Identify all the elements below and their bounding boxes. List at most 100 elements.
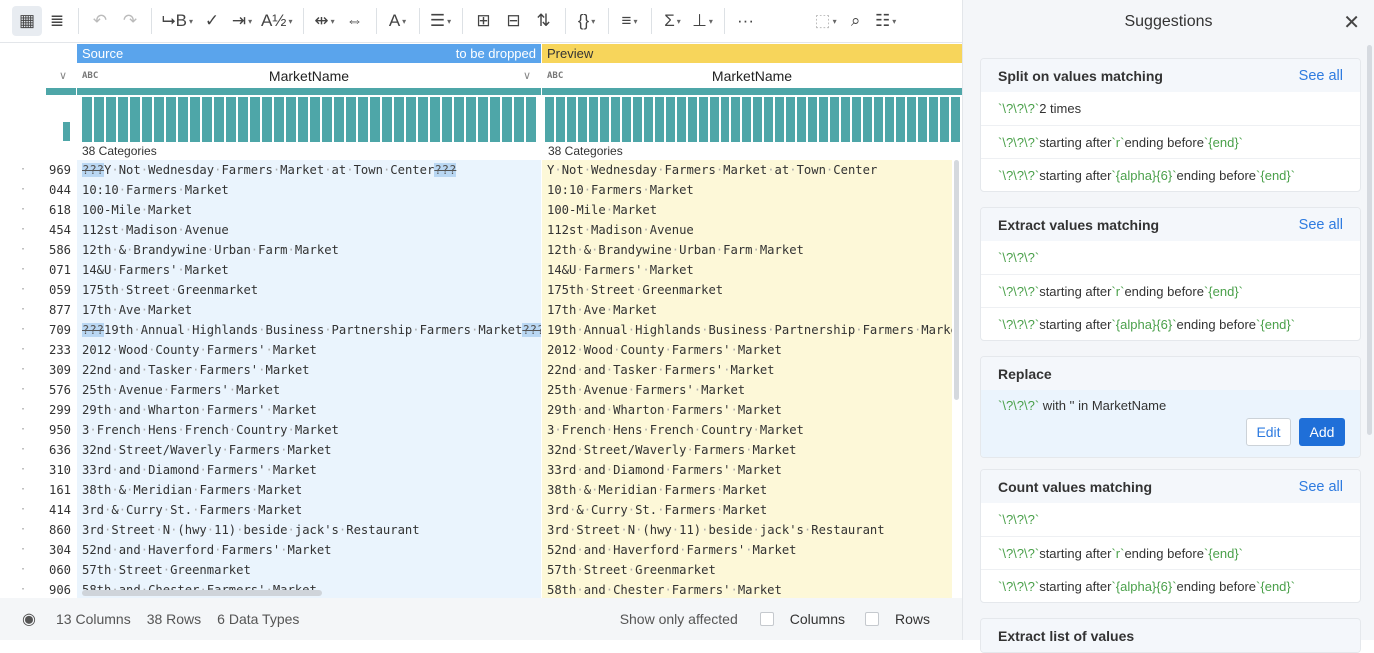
histogram-bar[interactable] (610, 97, 620, 142)
edit-button[interactable]: Edit (1246, 418, 1291, 446)
histogram-bar[interactable] (274, 97, 284, 142)
add-button[interactable]: Add (1299, 418, 1345, 446)
histogram-bar[interactable] (566, 97, 576, 142)
source-cell[interactable]: 29th·and·Wharton·Farmers'·Market (77, 400, 541, 421)
histogram-bar[interactable] (514, 97, 524, 142)
source-column-header[interactable]: ABC MarketName ∨ (77, 63, 541, 88)
source-cell[interactable]: 10:10·Farmers·Market (77, 180, 541, 201)
histogram-bar[interactable] (82, 97, 92, 142)
histogram-bar[interactable] (286, 97, 296, 142)
see-all-link[interactable]: See all (1298, 67, 1343, 84)
source-cell[interactable]: 22nd·and·Tasker·Farmers'·Market (77, 360, 541, 381)
histogram-bar[interactable] (322, 97, 332, 142)
histogram-bar[interactable] (370, 97, 380, 142)
source-cell[interactable]: 57th·Street·Greenmarket (77, 560, 541, 581)
histogram-bar[interactable] (250, 97, 260, 142)
histogram-bar[interactable] (94, 97, 104, 142)
histogram-bar[interactable] (698, 97, 708, 142)
table-row[interactable]: · 309 22nd·and·Tasker·Farmers'·Market 22nd·… (0, 360, 962, 381)
source-cell[interactable]: 175th·Street·Greenmarket (77, 280, 541, 301)
pivot-button[interactable]: ⊞ (469, 6, 499, 36)
chevron-down-icon[interactable]: ∨ (522, 70, 531, 82)
source-cell[interactable]: ???Y·Not·Wednesday·Farmers·Market·at·Tow… (77, 160, 541, 181)
see-all-link[interactable]: See all (1298, 216, 1343, 233)
braces-button[interactable]: {} ▾ (572, 6, 602, 36)
table-row[interactable]: · 059 175th·Street·Greenmarket 175th·Street… (0, 280, 962, 301)
histogram-bar[interactable] (502, 97, 512, 142)
histogram-bar[interactable] (808, 97, 818, 142)
columns-checkbox[interactable] (759, 612, 774, 626)
histogram-bar[interactable] (555, 97, 565, 142)
histogram-bar[interactable] (764, 97, 774, 142)
histogram-bar[interactable] (687, 97, 697, 142)
histogram-bar[interactable] (819, 97, 829, 142)
histogram-bar[interactable] (310, 97, 320, 142)
histogram-bar[interactable] (394, 97, 404, 142)
list-view-button[interactable]: ≣ (42, 6, 72, 36)
table-row[interactable]: · 969 ???Y·Not·Wednesday·Farmers·Market·at… (0, 160, 962, 181)
histogram-bar[interactable] (382, 97, 392, 142)
more-button[interactable]: ··· (731, 6, 761, 36)
suggestion-item[interactable]: `\?\?\?` starting after `r` ending befor… (981, 274, 1360, 307)
source-cell[interactable]: 52nd·and·Haverford·Farmers'·Market (77, 540, 541, 561)
table-row[interactable]: · 636 32nd·Street/Waverly·Farmers·Market 32… (0, 440, 962, 461)
preview-histogram[interactable] (545, 97, 960, 142)
histogram-bar[interactable] (190, 97, 200, 142)
histogram-bar[interactable] (742, 97, 752, 142)
close-icon[interactable]: ✕ (1343, 12, 1360, 34)
source-cell[interactable]: 112st·Madison·Avenue (77, 220, 541, 241)
histogram-bar[interactable] (142, 97, 152, 142)
source-cell[interactable]: 3rd·Street·N·(hwy·11)·beside·jack's·Rest… (77, 520, 541, 541)
table-row[interactable]: · 454 112st·Madison·Avenue 112st·Madison·Av… (0, 220, 962, 241)
histogram-bar[interactable] (863, 97, 873, 142)
histogram-bar[interactable] (442, 97, 452, 142)
source-cell[interactable]: 100-Mile·Market (77, 200, 541, 221)
table-row[interactable]: · 233 2012·Wood·County·Farmers'·Market 2012… (0, 340, 962, 361)
table-row[interactable]: · 709 ???19th·Annual·Highlands·Business·Pa… (0, 320, 962, 341)
replace-suggestion[interactable]: `\?\?\?` with '' in MarketName Edit Add (981, 390, 1360, 457)
table-row[interactable]: · 414 3rd·&·Curry·St.·Farmers·Market 3rd·&·… (0, 500, 962, 521)
histogram-bar[interactable] (775, 97, 785, 142)
histogram-bar[interactable] (406, 97, 416, 142)
rows-checkbox[interactable] (864, 612, 879, 626)
move-button[interactable]: ⇥ ▾ (227, 6, 257, 36)
histogram-bar[interactable] (202, 97, 212, 142)
histogram-bar[interactable] (545, 97, 554, 142)
filter-button[interactable]: ≡ ▾ (615, 6, 645, 36)
source-cell[interactable]: 3·French·Hens·French·Country·Market (77, 420, 541, 441)
chevron-down-icon[interactable]: ∨ (58, 70, 67, 82)
histogram-bar[interactable] (928, 97, 938, 142)
panel-scrollbar[interactable] (1367, 45, 1372, 435)
histogram-bar[interactable] (939, 97, 949, 142)
histogram-bar[interactable] (950, 97, 960, 142)
table-row[interactable]: · 586 12th·&·Brandywine·Urban·Farm·Market 1… (0, 240, 962, 261)
source-cell[interactable]: 14&U·Farmers'·Market (77, 260, 541, 281)
histogram-bar[interactable] (418, 97, 428, 142)
source-cell[interactable]: 32nd·Street/Waverly·Farmers·Market (77, 440, 541, 461)
unpivot-button[interactable]: ⊟ (499, 6, 529, 36)
suggestion-item[interactable]: `\?\?\?` starting after `{alpha}{6}` end… (981, 158, 1360, 191)
type-badge[interactable]: ABC (82, 70, 99, 81)
source-cell[interactable]: 38th·&·Meridian·Farmers·Market (77, 480, 541, 501)
lookup-button[interactable]: ⌕ (841, 6, 871, 36)
split-button[interactable]: ⇹ ▾ (310, 6, 340, 36)
table-row[interactable]: · 310 33rd·and·Diamond·Farmers'·Market 33rd… (0, 460, 962, 481)
histogram-bar[interactable] (238, 97, 248, 142)
table-row[interactable]: · 304 52nd·and·Haverford·Farmers'·Market 52… (0, 540, 962, 561)
table-row[interactable]: · 576 25th·Avenue·Farmers'·Market 25th·Aven… (0, 380, 962, 401)
histogram-bar[interactable] (906, 97, 916, 142)
redo-button[interactable]: ↷ (115, 6, 145, 36)
eye-icon[interactable]: ◉ (22, 611, 36, 628)
source-cell[interactable]: 17th·Ave·Market (77, 300, 541, 321)
histogram-bar[interactable] (454, 97, 464, 142)
undo-button[interactable]: ↶ (85, 6, 115, 36)
sum-button[interactable]: Σ ▾ (658, 6, 688, 36)
histogram-bar[interactable] (118, 97, 128, 142)
histogram-bar[interactable] (720, 97, 730, 142)
table-row[interactable]: · 860 3rd·Street·N·(hwy·11)·beside·jack's·… (0, 520, 962, 541)
histogram-bar[interactable] (430, 97, 440, 142)
sort-button[interactable]: ⇅ (529, 6, 559, 36)
histogram-bar[interactable] (830, 97, 840, 142)
histogram-bar[interactable] (786, 97, 796, 142)
histogram-bar[interactable] (709, 97, 719, 142)
